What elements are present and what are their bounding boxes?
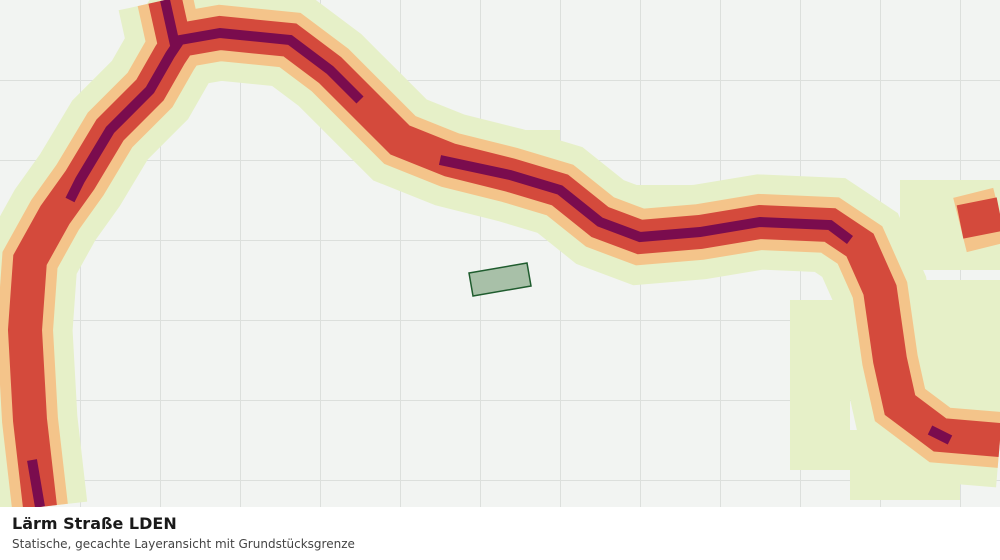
- layer-subtitle: Statische, gecachte Layeransicht mit Gru…: [12, 537, 355, 551]
- property-boundary: [468, 262, 532, 297]
- caption: Lärm Straße LDEN Statische, gecachte Lay…: [0, 507, 1000, 560]
- noise-bands: [0, 0, 1000, 507]
- noise-zone-very-high: [27, 0, 953, 507]
- layer-title: Lärm Straße LDEN: [12, 514, 177, 533]
- map-view: [0, 0, 1000, 507]
